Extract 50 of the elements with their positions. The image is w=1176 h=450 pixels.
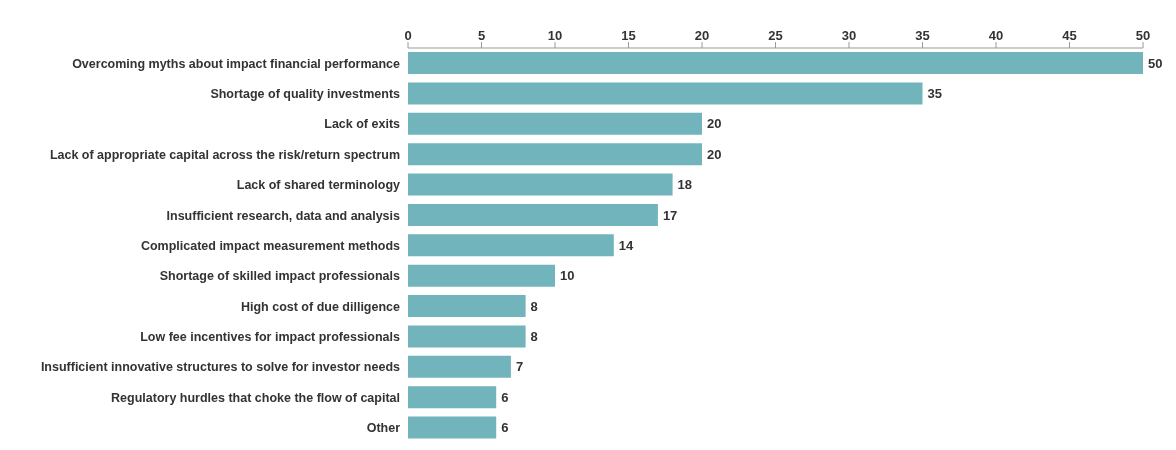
data-label: 17 [662,207,678,223]
y-tick-label: Other [366,421,401,436]
bar [408,234,614,257]
bar [408,82,923,105]
x-tick-label: 30 [841,28,857,43]
data-label: 20 [707,146,722,162]
data-label: 10 [560,268,575,284]
y-tick-label: Lack of exits [324,117,401,132]
bar [408,416,497,439]
x-tick-label: 50 [1135,28,1151,43]
bar [408,295,526,318]
x-tick-label: 25 [768,28,783,43]
bar [408,143,702,166]
data-label: 8 [530,329,538,345]
bar [408,386,497,409]
data-label: 14 [618,237,635,253]
x-tick-label: 10 [547,28,563,43]
data-label: 50 [1148,55,1163,71]
x-tick-label: 5 [477,28,486,43]
y-tick-label: Shortage of skilled impact professionals [159,269,401,284]
x-tick-label: 45 [1062,28,1077,43]
data-label: 18 [677,177,693,193]
y-tick-label: Shortage of quality investments [210,87,401,102]
y-tick-label: Overcoming myths about impact financial performance [72,56,401,71]
y-tick-label: Regulatory hurdles that choke the flow of capital [111,390,400,405]
bar [408,52,1143,74]
y-tick-label: Insufficient innovative structures to solve for investor needs [40,360,401,375]
bar [408,112,702,135]
data-label: 35 [927,86,942,101]
x-tick-label: 20 [694,28,710,43]
data-label: 6 [501,389,509,405]
x-tick-label: 35 [915,28,930,43]
y-tick-label: Complicated impact measurement methods [140,238,401,253]
y-tick-label: Lack of shared terminology [236,178,401,193]
x-tick-label: 15 [621,28,636,43]
data-label: 20 [707,116,722,132]
y-tick-label: Lack of appropriate capital across the risk/return spectrum [49,147,400,162]
data-label: 6 [501,420,509,436]
bar [408,325,526,348]
bar [408,173,673,196]
data-label: 8 [530,298,538,314]
y-tick-label: Low fee incentives for impact professionals [140,330,401,345]
bar [408,355,511,378]
y-tick-label: High cost of due dilligence [240,299,401,314]
x-tick-label: 0 [404,28,412,43]
y-tick-label: Insufficient research, data and analysis [166,208,401,223]
bar [408,203,658,226]
x-tick-label: 40 [988,28,1004,43]
data-label: 7 [515,359,524,375]
bar [408,264,555,287]
